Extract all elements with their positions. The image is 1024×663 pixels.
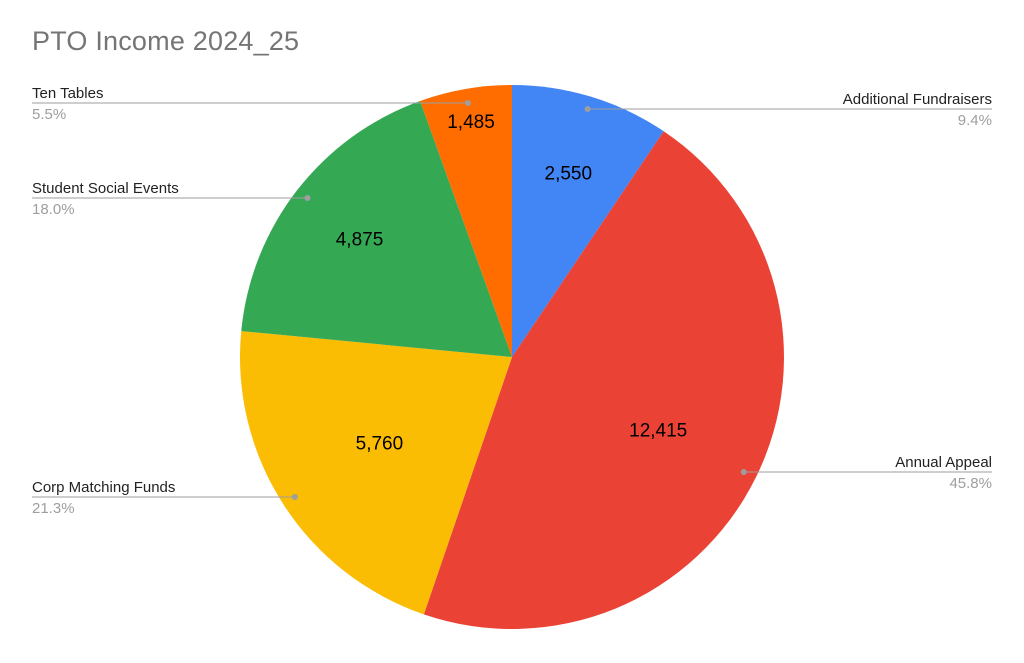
pie-slice xyxy=(512,85,664,357)
callout-percent-label: 9.4% xyxy=(958,112,992,129)
callout-dot xyxy=(740,469,747,475)
callout-dot xyxy=(291,494,298,500)
callout-percent-label: 18.0% xyxy=(32,201,75,218)
callout-category-label: Corp Matching Funds xyxy=(32,479,175,496)
callout-percent-label: 45.8% xyxy=(949,475,992,492)
callout-category-label: Ten Tables xyxy=(32,85,103,102)
pie-slice xyxy=(420,85,512,357)
callout-percent-label: 21.3% xyxy=(32,500,75,517)
callout-dot xyxy=(464,100,471,106)
callout-dot xyxy=(584,106,591,112)
chart-title: PTO Income 2024_25 xyxy=(32,26,300,56)
slice-value-label: 5,760 xyxy=(356,434,404,455)
callout-category-label: Annual Appeal xyxy=(895,454,992,471)
callout-category-label: Student Social Events xyxy=(32,180,179,197)
slice-value-label: 2,550 xyxy=(545,163,593,184)
callout-category-label: Additional Fundraisers xyxy=(843,91,992,108)
pie-slice xyxy=(241,100,513,357)
slice-value-label: 1,485 xyxy=(447,112,495,133)
callout-percent-label: 5.5% xyxy=(32,106,66,123)
pie-slice xyxy=(240,331,512,615)
slice-value-label: 12,415 xyxy=(629,421,687,442)
pie-slice xyxy=(423,131,784,629)
slice-value-label: 4,875 xyxy=(336,230,384,251)
callout-dot xyxy=(304,195,311,201)
